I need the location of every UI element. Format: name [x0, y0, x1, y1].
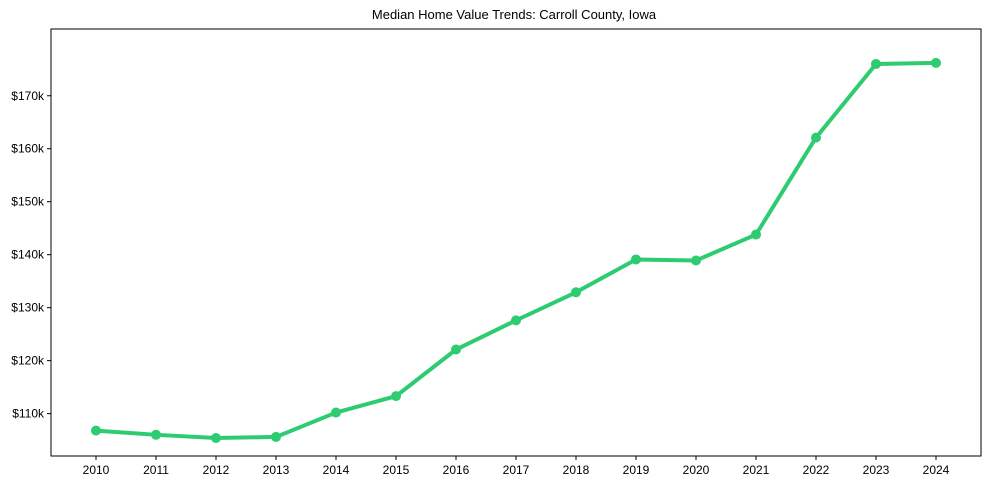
- x-tick-label: 2018: [563, 463, 590, 477]
- data-point: [871, 58, 881, 69]
- plot-frame: [50, 28, 982, 457]
- chart-title: Median Home Value Trends: Carroll County…: [372, 7, 657, 22]
- data-point: [91, 425, 101, 436]
- x-tick-label: 2012: [203, 463, 230, 477]
- x-tick-label: 2021: [743, 463, 770, 477]
- x-tick-label: 2020: [683, 463, 710, 477]
- x-tick-label: 2016: [443, 463, 470, 477]
- y-tick-label: $170k: [11, 89, 45, 103]
- x-tick-label: 2014: [323, 463, 350, 477]
- x-tick-label: 2023: [863, 463, 890, 477]
- x-tick-label: 2011: [143, 463, 169, 477]
- data-point: [811, 132, 821, 143]
- x-tick-label: 2017: [503, 463, 530, 477]
- y-tick-label: $160k: [11, 142, 45, 156]
- data-point: [451, 344, 461, 355]
- data-point: [271, 431, 281, 442]
- y-tick-label: $130k: [11, 301, 45, 315]
- data-point: [391, 391, 401, 402]
- y-tick-label: $110k: [12, 407, 45, 421]
- data-point: [691, 255, 701, 266]
- x-tick-label: 2015: [383, 463, 410, 477]
- data-point: [631, 254, 641, 265]
- x-axis: 2010 2011 2012 2013 2014 2015 2016 2017 2018 2019…: [83, 456, 950, 477]
- data-point: [571, 287, 581, 298]
- x-tick-label: 2024: [923, 463, 950, 477]
- data-point: [931, 57, 941, 68]
- y-tick-label: $140k: [11, 248, 45, 262]
- data-point: [751, 229, 761, 240]
- x-tick-label: 2019: [623, 463, 650, 477]
- series-line: [94, 60, 938, 440]
- data-point: [331, 407, 341, 418]
- series-layer: [91, 57, 941, 443]
- x-tick-label: 2013: [263, 463, 290, 477]
- x-tick-label: 2022: [803, 463, 830, 477]
- y-tick-label: $120k: [11, 354, 45, 368]
- y-tick-label: $150k: [11, 195, 45, 209]
- y-axis: $110k $120k $130k $140k $150k $160k $170k: [11, 89, 51, 421]
- data-point: [151, 429, 161, 440]
- x-tick-label: 2010: [83, 463, 110, 477]
- data-point: [211, 432, 221, 443]
- data-point: [511, 315, 521, 326]
